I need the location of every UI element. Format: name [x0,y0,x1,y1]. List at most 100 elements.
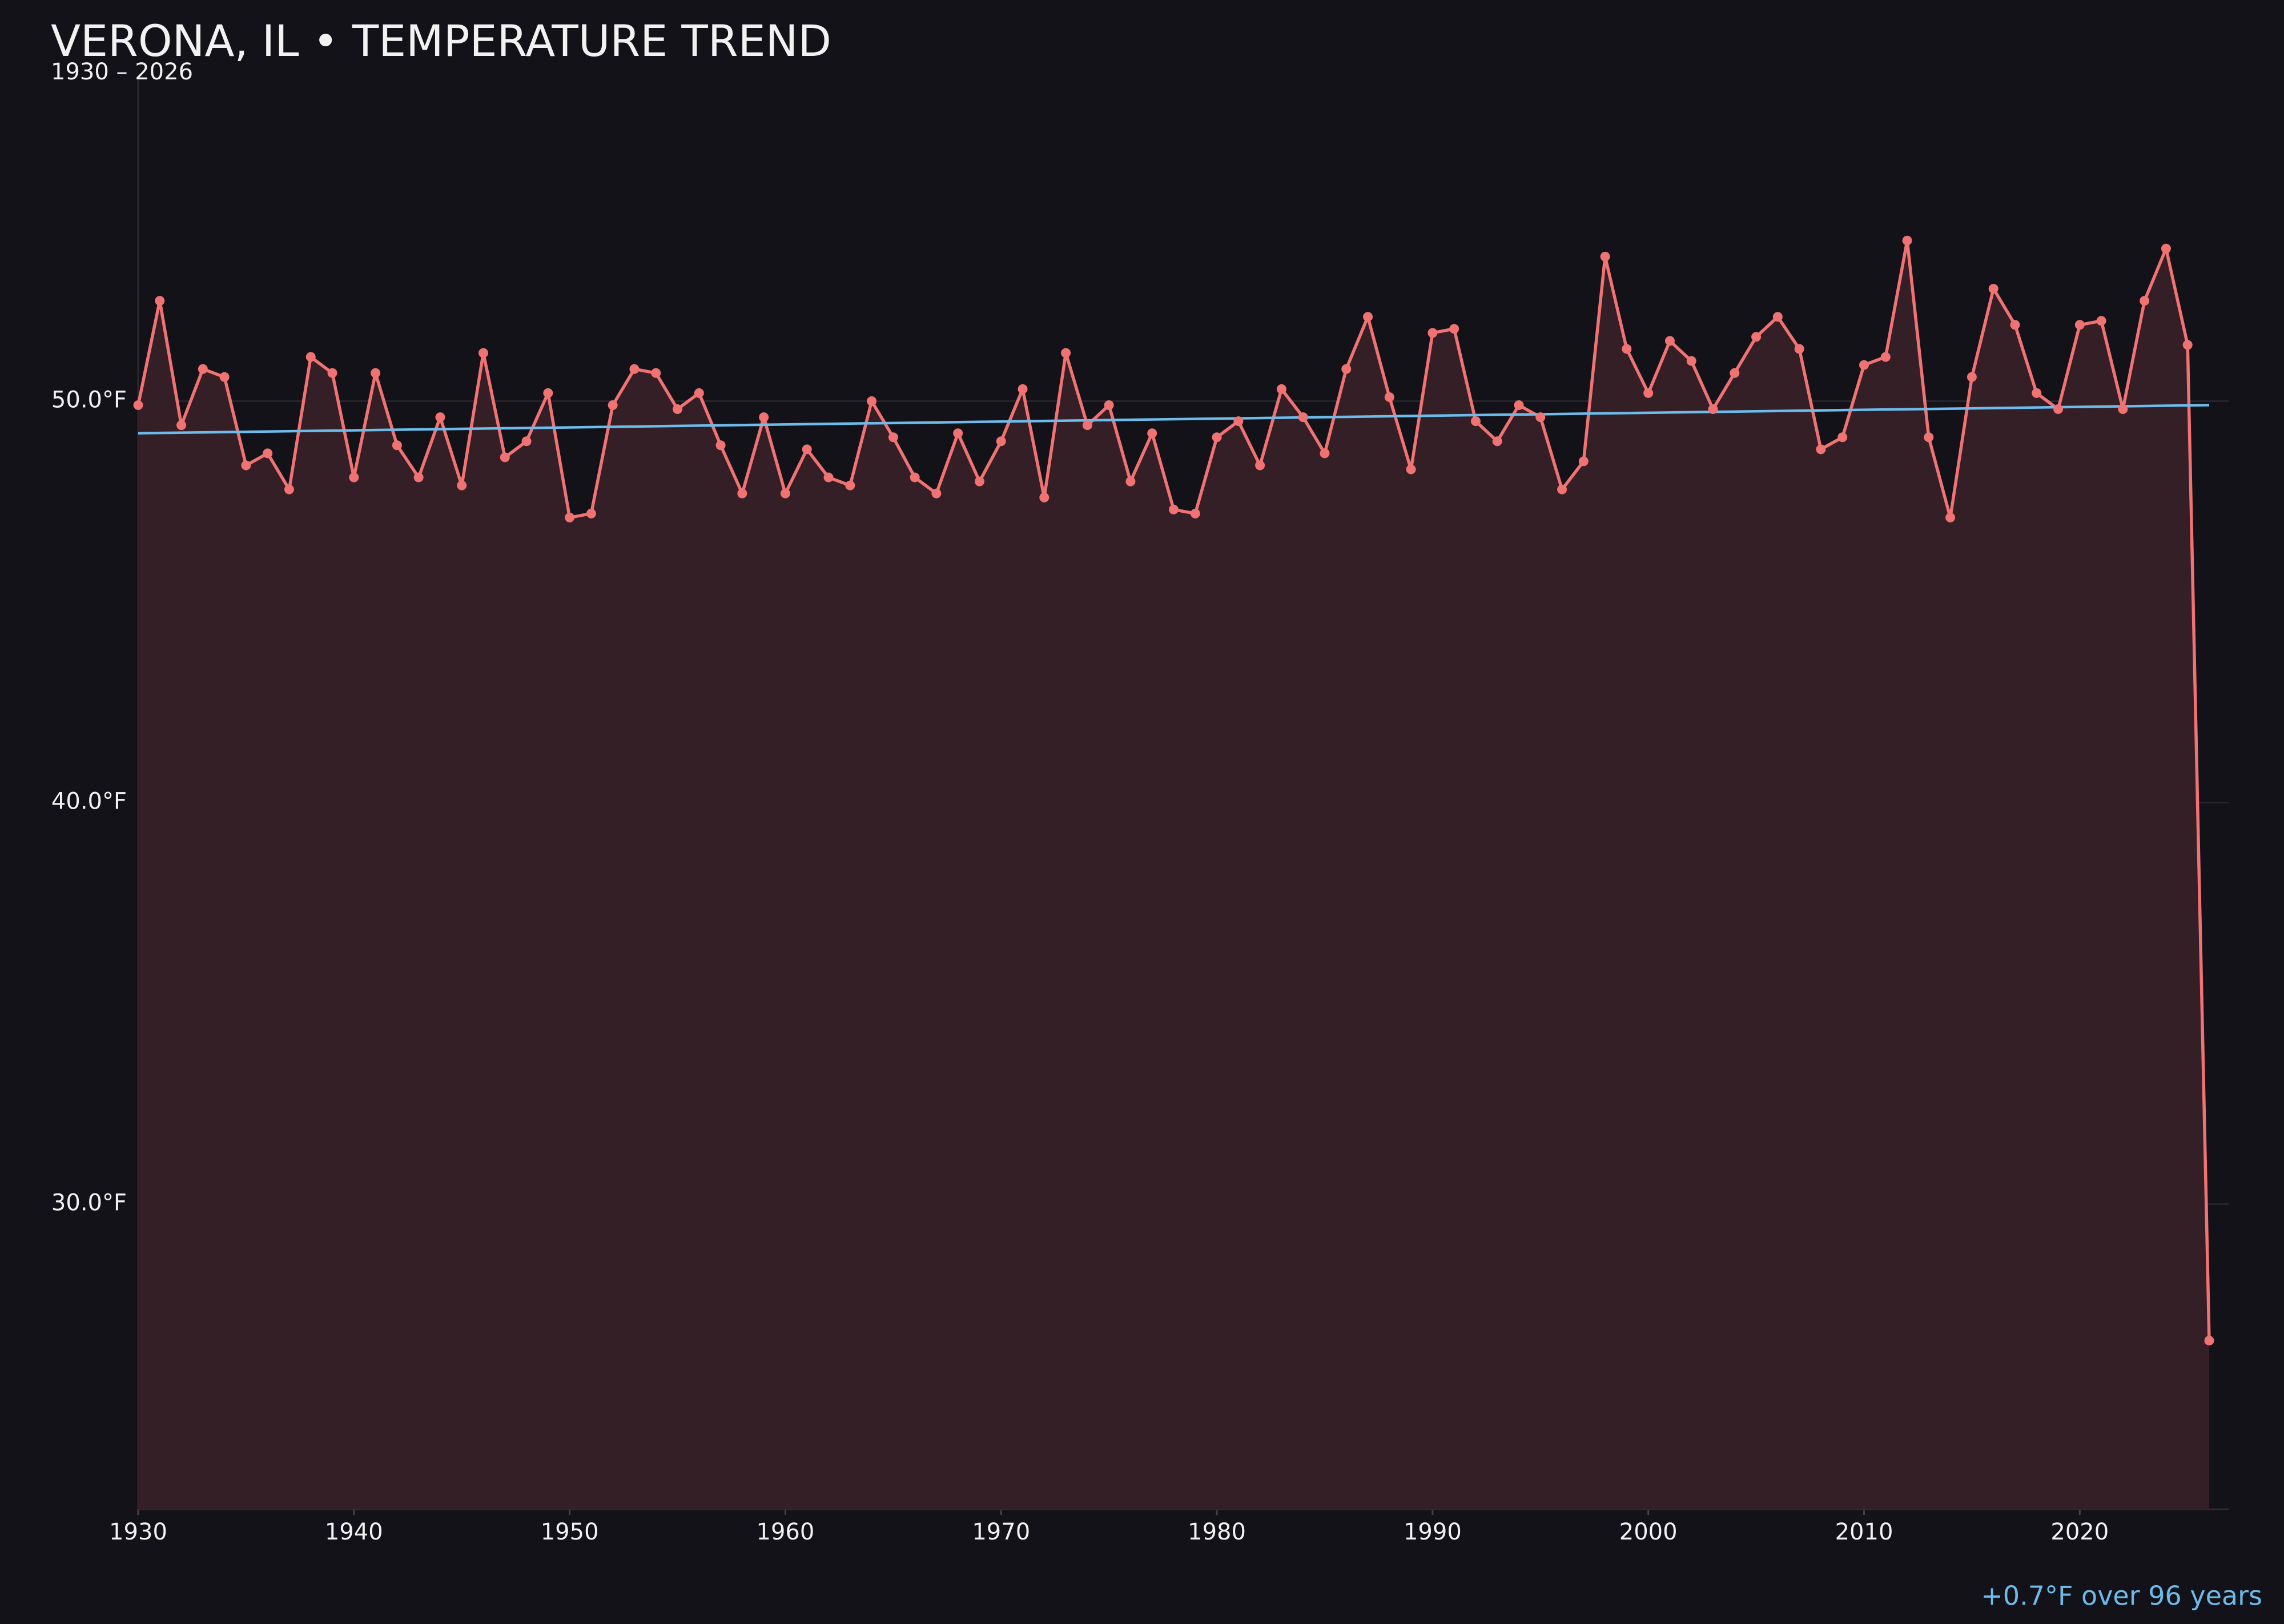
data-point [759,412,769,423]
data-point [1147,428,1157,439]
y-tick-label: 30.0°F [51,1190,127,1216]
data-point [1168,504,1179,514]
data-point [1967,372,1977,382]
x-tick-label: 1980 [1188,1519,1246,1545]
chart-title: VERONA, IL • TEMPERATURE TREND [51,15,831,66]
data-point [1190,508,1200,518]
data-point [694,388,704,398]
data-point [1492,436,1502,447]
data-point [263,448,273,459]
data-point [1384,392,1394,402]
data-point [1406,464,1416,475]
data-point [1816,444,1826,455]
data-point [219,372,230,382]
data-point [2010,320,2020,330]
data-point [715,440,726,451]
data-point [1600,251,1610,262]
data-point [780,488,790,499]
data-point [1686,356,1696,366]
data-point [371,368,381,378]
data-point [1535,412,1546,423]
data-point [651,368,661,378]
data-point [845,480,855,491]
x-tick-label: 2010 [1835,1519,1893,1545]
data-point [1298,412,1308,423]
x-tick-label: 2000 [1619,1519,1678,1545]
data-point [1341,364,1352,374]
data-point [953,428,963,439]
x-tick-label: 1960 [757,1519,815,1545]
data-point [1622,344,1632,354]
data-point [1794,344,1804,354]
trend-annotation: +0.7°F over 96 years [1981,1581,2262,1611]
data-point [198,364,208,374]
data-point [673,404,683,415]
data-point [565,512,575,522]
data-point [413,472,424,483]
data-point [1988,284,1998,294]
data-point [1730,368,1740,378]
data-point [1578,456,1589,467]
data-point [737,488,747,499]
data-point [1945,512,1956,522]
y-tick-label: 40.0°F [51,789,127,815]
x-tick-label: 1950 [541,1519,599,1545]
data-point [1039,492,1049,503]
data-point [931,488,942,499]
y-tick-label: 50.0°F [51,387,127,413]
data-point [888,432,898,443]
trend-line [138,404,2210,435]
data-point [2032,388,2042,398]
data-point [1708,404,1718,415]
data-point [1018,384,1028,394]
data-point [1664,336,1675,346]
data-point [500,452,510,463]
data-point [2140,296,2150,306]
data-point [1104,400,1114,411]
data-point [284,484,294,495]
data-point [586,508,596,518]
data-point [2074,320,2085,330]
data-point [1363,312,1373,322]
x-tick-label: 1970 [972,1519,1030,1545]
data-point [1449,324,1459,334]
data-point [155,296,165,306]
data-point [543,388,553,398]
data-point [305,352,316,362]
data-point [478,348,488,358]
data-point [1320,448,1330,459]
data-point [1751,332,1762,342]
data-point [349,472,359,483]
data-point [1061,348,1071,358]
area [138,240,2209,1510]
data-point [457,480,467,491]
data-point [974,476,984,487]
data-point [867,396,877,406]
data-point [1255,460,1265,471]
data-point [2204,1336,2214,1346]
data-point [2096,316,2106,326]
data-point [1125,476,1136,487]
data-point [2053,404,2064,415]
chart-subtitle: 1930 – 2026 [51,59,193,85]
data-point [1233,416,1244,427]
data-point [1924,432,1934,443]
data-point [133,400,143,411]
data-point [392,440,402,451]
data-point [1082,420,1092,431]
data-point [521,436,532,447]
data-point [435,412,445,423]
data-point [1837,432,1848,443]
data-point [327,368,337,378]
data-point [2182,340,2193,350]
data-point [1557,484,1567,495]
data-point [2161,243,2171,254]
data-point [1772,312,1783,322]
x-tick-label: 1930 [109,1519,167,1545]
x-tick-label: 1990 [1404,1519,1462,1545]
data-point [1902,235,1912,246]
data-point [823,472,834,483]
data-point [1643,388,1654,398]
x-tick-label: 2020 [2050,1519,2109,1545]
